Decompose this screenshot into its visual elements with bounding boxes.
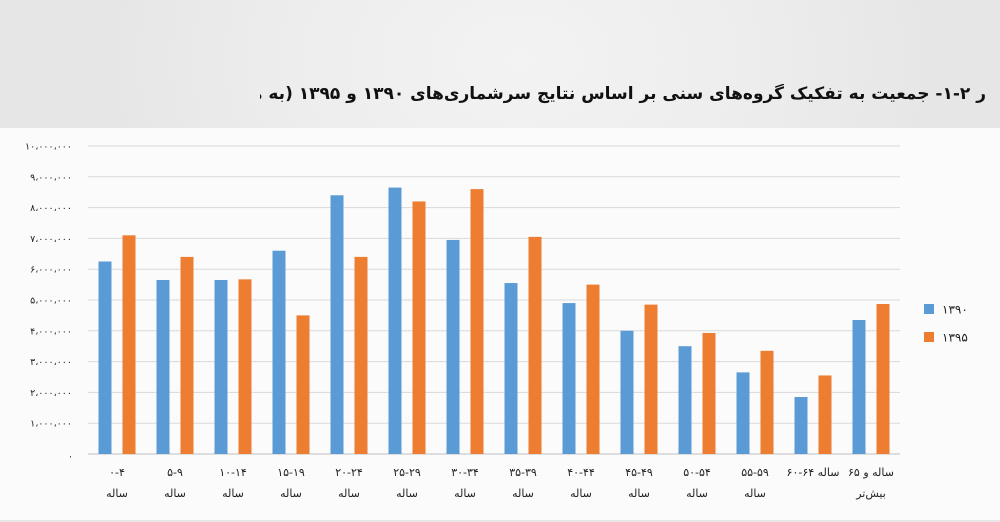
bar-series-1 [736, 372, 750, 454]
x-tick-label: ساله [106, 487, 128, 500]
x-tick-label: ۶۵ ساله و [848, 466, 894, 479]
x-tick-label: ۳۵-۳۹ [509, 466, 537, 479]
x-tick-label: ساله [396, 487, 418, 500]
legend-label: ۱۳۹۰ [942, 303, 968, 317]
x-tick-label: ساله [744, 487, 766, 500]
y-tick-label: . [69, 450, 72, 461]
bar-series-2 [238, 279, 252, 454]
x-tick-label: ساله [222, 487, 244, 500]
bar-series-2 [702, 332, 716, 454]
y-tick-label: ۷،۰۰۰،۰۰۰ [30, 234, 72, 245]
bar-series-1 [678, 346, 692, 454]
y-tick-label: ۸،۰۰۰،۰۰۰ [30, 203, 72, 214]
x-tick-label: ۲۰-۲۴ [335, 466, 363, 479]
x-tick-label: ساله [512, 487, 534, 500]
bar-series-1 [504, 283, 518, 454]
y-tick-label: ۹،۰۰۰،۰۰۰ [30, 172, 72, 183]
x-tick-label: ۳۰-۳۴ [451, 466, 479, 479]
x-tick-label: ۴۵-۴۹ [625, 466, 653, 479]
bar-series-2 [644, 304, 658, 454]
bar-series-2 [528, 236, 542, 454]
bar-series-2 [586, 284, 600, 454]
bar-series-2 [354, 256, 368, 454]
bar-series-1 [388, 187, 402, 454]
y-tick-label: ۲،۰۰۰،۰۰۰ [30, 388, 72, 399]
x-tick-label: ۵۰-۵۴ [683, 466, 711, 479]
bar-series-1 [156, 279, 170, 454]
x-tick-label: ۱۵-۱۹ [277, 466, 305, 479]
bar-series-2 [470, 189, 484, 454]
bar-series-1 [852, 320, 866, 454]
x-tick-label: ساله [454, 487, 476, 500]
x-tick-label: ۱۰-۱۴ [219, 466, 247, 479]
bar-series-2 [760, 350, 774, 454]
bar-series-1 [330, 195, 344, 454]
y-tick-label: ۶،۰۰۰،۰۰۰ [30, 265, 72, 276]
bar-series-2 [412, 201, 426, 454]
bar-series-1 [562, 303, 576, 454]
y-tick-label: ۳،۰۰۰،۰۰۰ [30, 357, 72, 368]
x-tick-label: ساله [338, 487, 360, 500]
bar-series-1 [446, 239, 460, 454]
x-tick-label: ۵۵-۵۹ [741, 466, 769, 479]
bar-series-2 [122, 235, 136, 454]
legend-swatch [924, 332, 934, 342]
bar-series-1 [620, 330, 634, 454]
bar-series-2 [818, 375, 832, 454]
x-tick-label: ۴۰-۴۴ [567, 466, 595, 479]
bar-series-1 [214, 279, 228, 454]
x-tick-label: ساله [628, 487, 650, 500]
bar-series-1 [98, 261, 112, 454]
x-tick-label: بیش‌تر [855, 487, 886, 500]
legend-label: ۱۳۹۵ [942, 331, 968, 345]
x-tick-label: ساله [570, 487, 592, 500]
y-tick-label: ۱۰،۰۰۰،۰۰۰ [25, 142, 72, 153]
x-tick-label: ساله [280, 487, 302, 500]
bar-series-1 [272, 250, 286, 454]
x-tick-label: ساله [164, 487, 186, 500]
x-tick-label: ۵-۹ [167, 466, 183, 479]
y-tick-label: ۴،۰۰۰،۰۰۰ [30, 326, 72, 337]
bar-series-2 [876, 304, 890, 454]
chart-title: ر ۲-۱- جمعیت به تفکیک گروه‌های سنی بر اس… [260, 84, 986, 104]
bar-series-2 [180, 256, 194, 454]
bar-series-1 [794, 397, 808, 454]
y-tick-label: ۱،۰۰۰،۰۰۰ [30, 419, 72, 430]
bar-series-2 [296, 315, 310, 454]
x-tick-label: ۶۰-۶۴ ساله [787, 466, 840, 479]
y-tick-label: ۵،۰۰۰،۰۰۰ [30, 296, 72, 307]
x-tick-label: ۲۵-۲۹ [393, 466, 421, 479]
legend-swatch [924, 304, 934, 314]
x-tick-label: ساله [686, 487, 708, 500]
x-tick-label: ۰-۴ [109, 466, 125, 479]
